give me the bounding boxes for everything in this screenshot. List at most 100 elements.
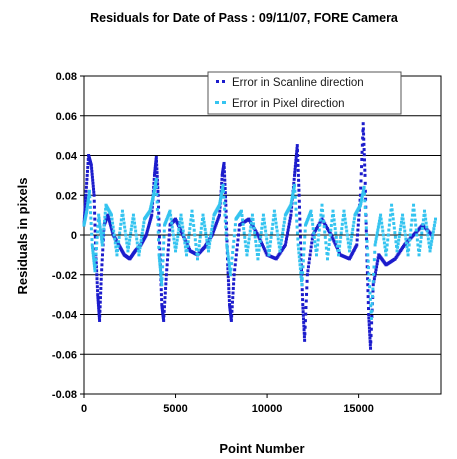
data-point xyxy=(124,233,128,237)
data-point xyxy=(286,231,290,235)
data-point xyxy=(419,240,423,244)
data-point xyxy=(171,229,175,233)
y-tick-label: 0.02 xyxy=(56,190,77,202)
data-point xyxy=(359,186,363,190)
data-point xyxy=(200,222,204,226)
data-point xyxy=(222,170,226,174)
data-point xyxy=(155,200,159,204)
data-point xyxy=(360,157,364,161)
data-point xyxy=(218,201,222,205)
data-point xyxy=(85,177,89,181)
data-point xyxy=(222,189,225,193)
data-point xyxy=(256,252,260,256)
data-point xyxy=(160,277,164,281)
data-point xyxy=(288,219,292,223)
data-point xyxy=(433,220,437,224)
data-point xyxy=(99,273,103,277)
data-point xyxy=(393,231,397,235)
data-point xyxy=(218,209,222,213)
x-axis-ticks: 0 5000 10000 15000 xyxy=(81,394,374,415)
data-point xyxy=(415,233,419,237)
data-point xyxy=(267,253,271,257)
data-point xyxy=(199,226,203,230)
data-point xyxy=(302,253,306,257)
data-point xyxy=(185,253,189,257)
data-point xyxy=(373,250,377,254)
data-point xyxy=(212,227,216,231)
data-point xyxy=(376,256,380,260)
data-point xyxy=(137,253,141,257)
data-point xyxy=(88,195,92,199)
data-point xyxy=(133,221,137,225)
data-point xyxy=(103,219,106,223)
data-point xyxy=(160,307,164,311)
data-point xyxy=(227,283,231,287)
data-point xyxy=(95,235,99,239)
legend-box xyxy=(207,71,402,115)
data-point xyxy=(252,226,256,230)
data-point xyxy=(190,209,194,213)
data-point xyxy=(153,185,157,189)
data-point xyxy=(87,191,91,195)
data-point xyxy=(301,306,305,310)
data-point xyxy=(116,249,119,252)
data-point xyxy=(202,217,206,221)
data-point xyxy=(94,247,98,251)
data-point xyxy=(262,247,266,251)
data-point xyxy=(139,239,143,243)
data-point xyxy=(367,326,371,330)
data-point xyxy=(151,195,155,199)
data-point xyxy=(277,241,281,245)
data-point xyxy=(396,242,400,246)
data-point xyxy=(160,306,164,310)
data-point xyxy=(227,261,231,265)
data-point xyxy=(176,222,180,226)
data-point xyxy=(141,228,145,232)
data-point xyxy=(377,219,381,223)
data-point xyxy=(174,219,178,223)
data-point xyxy=(100,253,104,257)
data-point xyxy=(343,213,347,217)
data-point xyxy=(91,251,95,255)
data-point xyxy=(311,227,315,231)
data-point xyxy=(362,137,366,141)
data-point xyxy=(417,253,421,257)
data-point xyxy=(224,203,228,207)
data-point xyxy=(119,222,123,226)
data-point xyxy=(310,237,314,241)
data-point xyxy=(93,235,97,239)
data-point xyxy=(301,259,305,263)
data-point xyxy=(343,217,347,221)
data-point xyxy=(351,227,355,231)
data-point xyxy=(96,293,100,297)
data-point xyxy=(229,267,233,271)
data-point xyxy=(96,289,100,293)
data-point xyxy=(157,253,161,257)
data-point xyxy=(297,251,301,255)
data-point xyxy=(181,225,185,229)
data-point xyxy=(139,242,143,246)
data-point xyxy=(225,233,229,237)
data-point xyxy=(295,225,299,229)
data-point xyxy=(172,241,176,245)
data-point xyxy=(249,225,253,229)
data-point xyxy=(369,327,373,331)
data-point xyxy=(387,223,391,227)
data-point xyxy=(85,181,89,185)
data-point xyxy=(185,241,189,245)
data-point xyxy=(171,233,175,237)
data-point xyxy=(175,242,179,246)
data-point xyxy=(212,229,216,233)
data-point xyxy=(92,193,96,197)
data-point xyxy=(296,237,300,241)
data-point xyxy=(431,230,435,234)
data-point xyxy=(233,268,237,272)
data-point xyxy=(86,203,90,207)
data-point xyxy=(93,266,97,270)
data-point xyxy=(300,277,304,281)
data-point xyxy=(83,208,87,212)
data-point xyxy=(377,222,381,226)
data-point xyxy=(162,314,166,318)
data-point xyxy=(279,242,283,246)
data-point xyxy=(284,240,288,244)
